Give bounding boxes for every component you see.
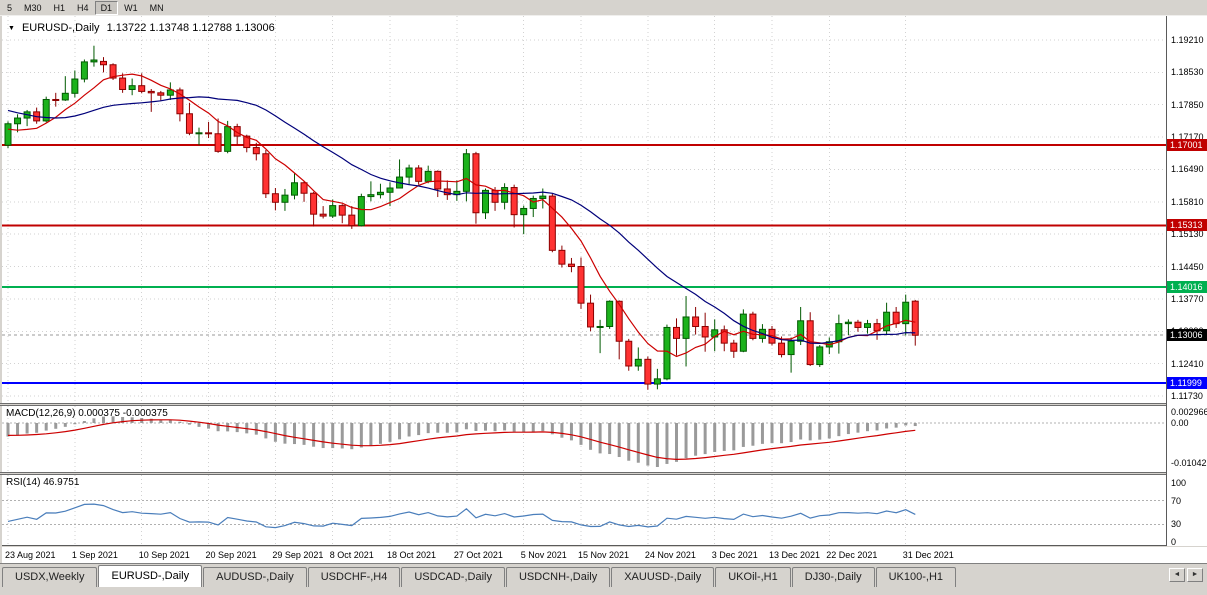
chart-tab-uk100-h1[interactable]: UK100-,H1 — [875, 567, 957, 587]
time-axis-label: 22 Dec 2021 — [826, 550, 878, 560]
time-axis-label: 24 Nov 2021 — [644, 550, 696, 560]
rsi-axis-label: 0 — [1171, 537, 1177, 547]
macd-axis-label: 0.00 — [1171, 418, 1189, 428]
chart-title: ▼ EURUSD-,Daily 1.13722 1.13748 1.12788 … — [8, 22, 275, 34]
level-price-label: 1.17001 — [1167, 139, 1207, 152]
price-chart-pane[interactable]: ▼ EURUSD-,Daily 1.13722 1.13748 1.12788 … — [2, 16, 1166, 403]
level-price-label: 1.15313 — [1167, 219, 1207, 232]
price-tick-label: 1.15810 — [1171, 196, 1204, 207]
rsi-indicator-pane[interactable]: RSI(14) 46.9751 — [2, 475, 1166, 546]
price-tick-label: 1.18530 — [1171, 67, 1204, 78]
pane-splitter[interactable] — [0, 403, 1207, 406]
chart-tab-dj30-daily[interactable]: DJ30-,Daily — [791, 567, 875, 587]
rsi-axis-label: 100 — [1171, 478, 1187, 488]
chart-tab-usdchf-h4[interactable]: USDCHF-,H4 — [307, 567, 401, 587]
timeframe-button-m30[interactable]: M30 — [24, 2, 42, 13]
timeframe-button-h1[interactable]: H1 — [53, 2, 66, 13]
time-axis-label: 5 Nov 2021 — [520, 550, 567, 560]
symbol-period-label: EURUSD-,Daily — [21, 22, 100, 34]
price-axis[interactable]: 1.19210 1.18530 1.17850 1.17170 1.16490 1.158… — [1166, 16, 1207, 547]
chart-tab-usdcnh-daily[interactable]: USDCNH-,Daily — [505, 567, 611, 587]
timeframe-button-h4[interactable]: H4 — [77, 2, 89, 13]
timeframe-button-d1[interactable]: D1 — [94, 0, 119, 15]
price-tick-label: 1.19210 — [1171, 35, 1204, 45]
chart-tab-usdx-weekly[interactable]: USDX,Weekly — [2, 567, 98, 587]
macd-chart[interactable] — [2, 406, 1166, 472]
macd-axis-label: 0.002966 — [1171, 407, 1207, 417]
macd-indicator-pane[interactable]: MACD(12,26,9) 0.000375 -0.000375 — [2, 406, 1166, 472]
rsi-axis-label: 70 — [1171, 495, 1182, 506]
time-axis-label: 10 Sep 2021 — [138, 550, 190, 560]
time-axis-label: 23 Aug 2021 — [5, 550, 56, 560]
current-price-label: 1.13006 — [1167, 329, 1207, 342]
chart-tab-audusd-daily[interactable]: AUDUSD-,Daily — [203, 567, 307, 587]
rsi-axis-label: 30 — [1171, 519, 1182, 530]
time-axis-label: 15 Nov 2021 — [578, 550, 630, 560]
time-axis-label: 8 Oct 2021 — [329, 550, 374, 560]
chart-tab-usdcad-daily[interactable]: USDCAD-,Daily — [401, 567, 505, 587]
price-tick-label: 1.16490 — [1171, 164, 1204, 175]
time-axis-label: 29 Sep 2021 — [272, 550, 324, 560]
price-tick-label: 1.15130 — [1171, 229, 1204, 240]
price-tick-label: 1.12410 — [1171, 358, 1204, 369]
price-tick-label: 1.14450 — [1171, 261, 1204, 272]
price-tick-label: 1.17850 — [1171, 99, 1204, 110]
tabs-scroll: ◄ ► — [1169, 568, 1205, 587]
time-axis-label: 13 Dec 2021 — [769, 550, 821, 560]
time-axis-label: 20 Sep 2021 — [205, 550, 257, 560]
tabs-scroll-right-button[interactable]: ► — [1187, 568, 1203, 582]
macd-indicator-label: MACD(12,26,9) 0.000375 -0.000375 — [6, 408, 168, 419]
level-price-label: 1.11999 — [1167, 377, 1207, 390]
timeframe-toolbar: 5 M30 H1 H4 D1 W1 MN — [0, 0, 1207, 16]
time-axis-label: 3 Dec 2021 — [711, 550, 758, 560]
level-price-label: 1.14016 — [1167, 281, 1207, 294]
time-axis-label: 31 Dec 2021 — [902, 550, 954, 560]
rsi-indicator-label: RSI(14) 46.9751 — [6, 477, 80, 488]
ohlc-values: 1.13722 1.13748 1.12788 1.13006 — [106, 22, 275, 34]
symbol-dropdown-icon[interactable]: ▼ — [8, 24, 15, 32]
time-axis[interactable]: 23 Aug 2021 1 Sep 2021 10 Sep 2021 20 Sep 2… — [2, 547, 1207, 563]
timeframe-button-5[interactable]: 5 — [7, 2, 13, 13]
time-axis-label: 1 Sep 2021 — [71, 550, 118, 560]
timeframe-button-mn[interactable]: MN — [149, 2, 164, 13]
pane-splitter[interactable] — [0, 472, 1207, 475]
price-tick-label: 1.13770 — [1171, 293, 1204, 304]
chart-tab-ukoil-h1[interactable]: UKOil-,H1 — [715, 567, 791, 587]
tabs-scroll-left-button[interactable]: ◄ — [1169, 568, 1185, 582]
candlestick-chart[interactable] — [2, 16, 1166, 403]
price-tick-label: 1.17170 — [1171, 132, 1204, 143]
price-tick-label: 1.11730 — [1171, 390, 1203, 401]
chart-tab-xauusd-daily[interactable]: XAUUSD-,Daily — [611, 567, 715, 587]
chart-tab-eurusd-daily[interactable]: EURUSD-,Daily — [98, 565, 203, 587]
timeframe-button-w1[interactable]: W1 — [124, 2, 138, 13]
rsi-chart[interactable] — [2, 475, 1166, 545]
time-axis-label: 27 Oct 2021 — [453, 550, 503, 560]
chart-tabs-bar: USDX,Weekly EURUSD-,Daily AUDUSD-,Daily USD… — [0, 563, 1207, 587]
time-axis-label: 18 Oct 2021 — [387, 550, 437, 560]
